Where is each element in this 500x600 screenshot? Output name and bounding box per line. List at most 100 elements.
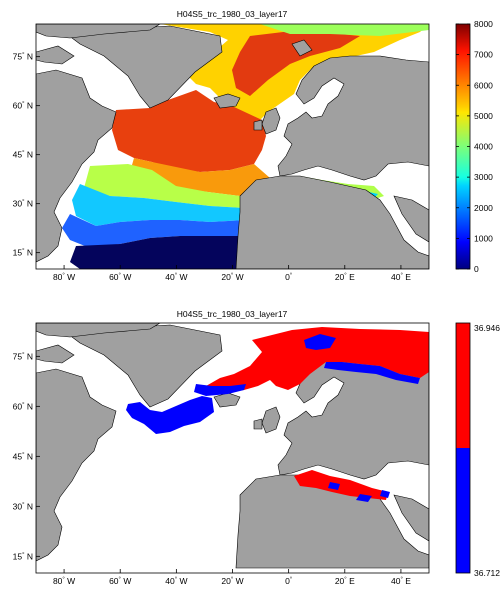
bottom-x-axis: 80° W 60° W 40° W 20° W 0° 20° E 40° E (53, 569, 411, 586)
bottom-x-tick-label: 0° (285, 576, 293, 586)
tick-hemisphere: E (403, 576, 411, 586)
degree-symbol: ° (22, 200, 25, 206)
degree-symbol: ° (290, 273, 293, 279)
tick-degree-value: 0 (285, 576, 290, 586)
tick-hemisphere: E (347, 576, 355, 586)
tick-hemisphere: N (25, 451, 34, 461)
degree-symbol: ° (175, 577, 178, 583)
tick-degree-value: 30 (13, 501, 23, 511)
bottom-x-tick-label: 40° E (391, 576, 411, 586)
top-colorbar-tick-label: 1000 (474, 233, 493, 243)
tick-degree-value: 0 (285, 272, 290, 282)
degree-symbol: ° (62, 577, 65, 583)
tick-hemisphere: N (25, 150, 34, 160)
degree-symbol: ° (22, 402, 25, 408)
tick-degree-value: 20 (221, 272, 231, 282)
degree-symbol: ° (119, 273, 122, 279)
tick-degree-value: 15 (13, 551, 23, 561)
degree-symbol: ° (22, 102, 25, 108)
bottom-y-tick-label: 45° N (13, 451, 33, 461)
top-colorbar-tick-label: 8000 (474, 19, 493, 29)
bottom-colorbar-frame (455, 322, 471, 574)
tick-degree-value: 80 (53, 576, 63, 586)
degree-symbol: ° (400, 577, 403, 583)
degree-symbol: ° (290, 577, 293, 583)
degree-symbol: ° (22, 249, 25, 255)
norwegian-low-strip (324, 362, 420, 384)
tick-degree-value: 40 (165, 272, 175, 282)
tick-hemisphere: W (233, 576, 243, 586)
bottom-x-tick-label: 80° W (53, 576, 75, 586)
top-y-tick-label: 75° N (13, 52, 33, 62)
subpolar-low-region (126, 396, 214, 434)
tick-hemisphere: N (25, 101, 34, 111)
top-colorbar-tick-label: 4000 (474, 142, 493, 152)
bottom-colorbar-max-label: 36.946 (474, 323, 500, 333)
tick-degree-value: 20 (335, 576, 345, 586)
bottom-y-tick-label: 75° N (13, 351, 33, 361)
tick-degree-value: 20 (335, 272, 345, 282)
degree-symbol: ° (344, 577, 347, 583)
tick-hemisphere: W (65, 576, 75, 586)
top-x-tick-label: 80° W (53, 272, 75, 282)
top-map-plot (36, 24, 429, 269)
tick-degree-value: 30 (13, 199, 23, 209)
degree-symbol: ° (231, 273, 234, 279)
bottom-colorbar-high (456, 323, 470, 448)
tick-degree-value: 20 (221, 576, 231, 586)
degree-symbol: ° (22, 502, 25, 508)
top-y-axis: 15° N30° N45° N60° N75° N (13, 52, 40, 258)
tick-degree-value: 40 (165, 576, 175, 586)
tick-hemisphere: N (25, 551, 34, 561)
bottom-x-tick-label: 60° W (109, 576, 131, 586)
top-x-tick-label: 20° W (221, 272, 243, 282)
degree-symbol: ° (22, 151, 25, 157)
tick-degree-value: 45 (13, 150, 23, 160)
bottom-y-tick-label: 30° N (13, 501, 33, 511)
bottom-x-tick-label: 40° W (165, 576, 187, 586)
degree-symbol: ° (62, 273, 65, 279)
top-y-tick-label: 30° N (13, 199, 33, 209)
tick-degree-value: 40 (391, 272, 401, 282)
degree-symbol: ° (175, 273, 178, 279)
bottom-y-axis: 15° N30° N45° N60° N75° N (13, 351, 40, 561)
tick-hemisphere: N (25, 199, 34, 209)
top-x-tick-label: 40° W (165, 272, 187, 282)
tick-degree-value: 75 (13, 351, 23, 361)
tick-degree-value: 40 (391, 576, 401, 586)
tick-hemisphere: N (25, 351, 34, 361)
tick-hemisphere: W (65, 272, 75, 282)
tick-hemisphere: W (177, 272, 187, 282)
degree-symbol: ° (344, 273, 347, 279)
nordic-high-region (206, 327, 429, 392)
top-colorbar-ticks: 0 1000 2000 3000 4000 5000 6000 7000 8000 (456, 19, 493, 274)
tick-degree-value: 45 (13, 451, 23, 461)
tick-hemisphere: N (25, 248, 34, 258)
tick-hemisphere: W (121, 272, 131, 282)
tick-hemisphere: E (403, 272, 411, 282)
degree-symbol: ° (22, 452, 25, 458)
bottom-map-plot (36, 323, 429, 573)
bottom-colorbar-low (456, 448, 470, 573)
bottom-x-tick-label: 20° E (335, 576, 355, 586)
mediterranean-low-edge (328, 482, 390, 502)
top-x-tick-label: 60° W (109, 272, 131, 282)
degree-symbol: ° (22, 53, 25, 59)
top-colorbar-tick-label: 3000 (474, 172, 493, 182)
top-x-tick-label: 20° E (335, 272, 355, 282)
degree-symbol: ° (22, 552, 25, 558)
top-colorbar-tick-label: 6000 (474, 80, 493, 90)
top-y-tick-label: 60° N (13, 101, 33, 111)
bottom-y-tick-label: 15° N (13, 551, 33, 561)
degree-symbol: ° (400, 273, 403, 279)
top-x-tick-label: 0° (285, 272, 293, 282)
tick-degree-value: 60 (109, 272, 119, 282)
top-chart-title: H04S5_trc_1980_03_layer17 (177, 9, 288, 19)
top-colorbar-tick-label: 7000 (474, 50, 493, 60)
tick-degree-value: 60 (13, 401, 23, 411)
mediterranean-high-region (294, 470, 388, 500)
top-y-tick-label: 15° N (13, 248, 33, 258)
top-x-tick-label: 40° E (391, 272, 411, 282)
bottom-y-tick-label: 60° N (13, 401, 33, 411)
